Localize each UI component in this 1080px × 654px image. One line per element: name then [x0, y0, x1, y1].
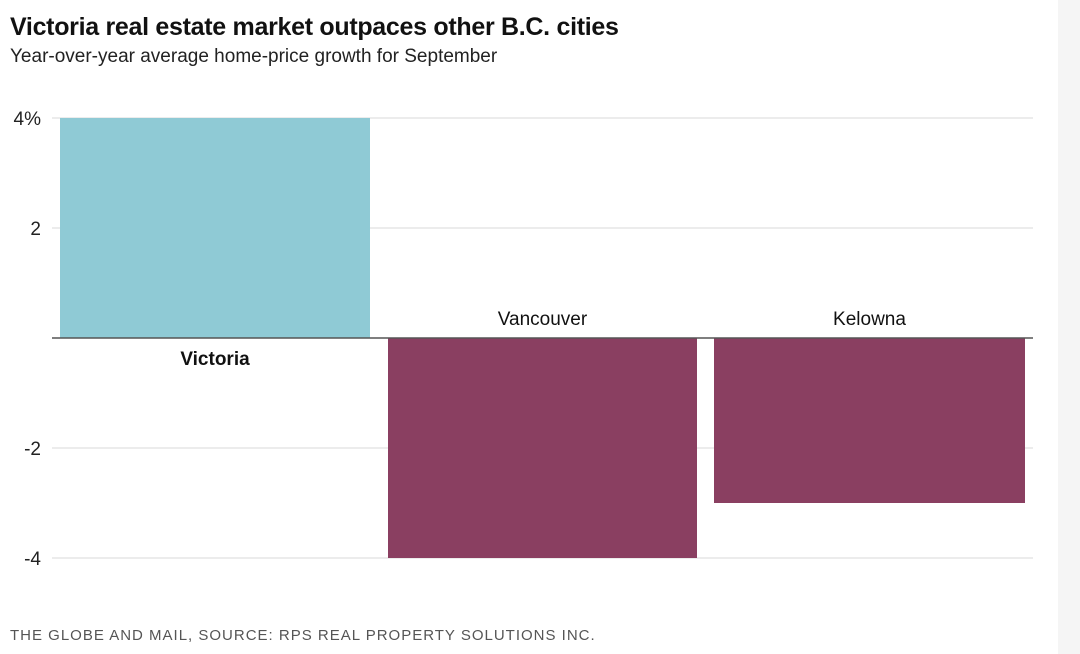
- category-label-vancouver: Vancouver: [498, 309, 588, 330]
- source-credit: THE GLOBE AND MAIL, SOURCE: RPS REAL PRO…: [10, 627, 596, 644]
- bar-victoria: [60, 118, 370, 338]
- y-tick-label: 2: [30, 219, 41, 240]
- y-tick-label: -2: [24, 439, 41, 460]
- bars: [60, 118, 1025, 558]
- y-tick-label: 4%: [14, 109, 42, 130]
- bar-vancouver: [388, 338, 697, 558]
- bar-kelowna: [714, 338, 1025, 503]
- y-tick-label: -4: [24, 549, 41, 570]
- y-axis-ticks: 4% 2 -2 -4: [14, 109, 42, 570]
- chart-title: Victoria real estate market outpaces oth…: [10, 13, 619, 41]
- page-edge-strip: [1058, 0, 1080, 654]
- chart-subtitle: Year-over-year average home-price growth…: [10, 46, 498, 67]
- category-label-kelowna: Kelowna: [833, 309, 906, 330]
- category-label-victoria: Victoria: [180, 349, 250, 370]
- category-labels: Victoria Vancouver Kelowna: [180, 309, 906, 370]
